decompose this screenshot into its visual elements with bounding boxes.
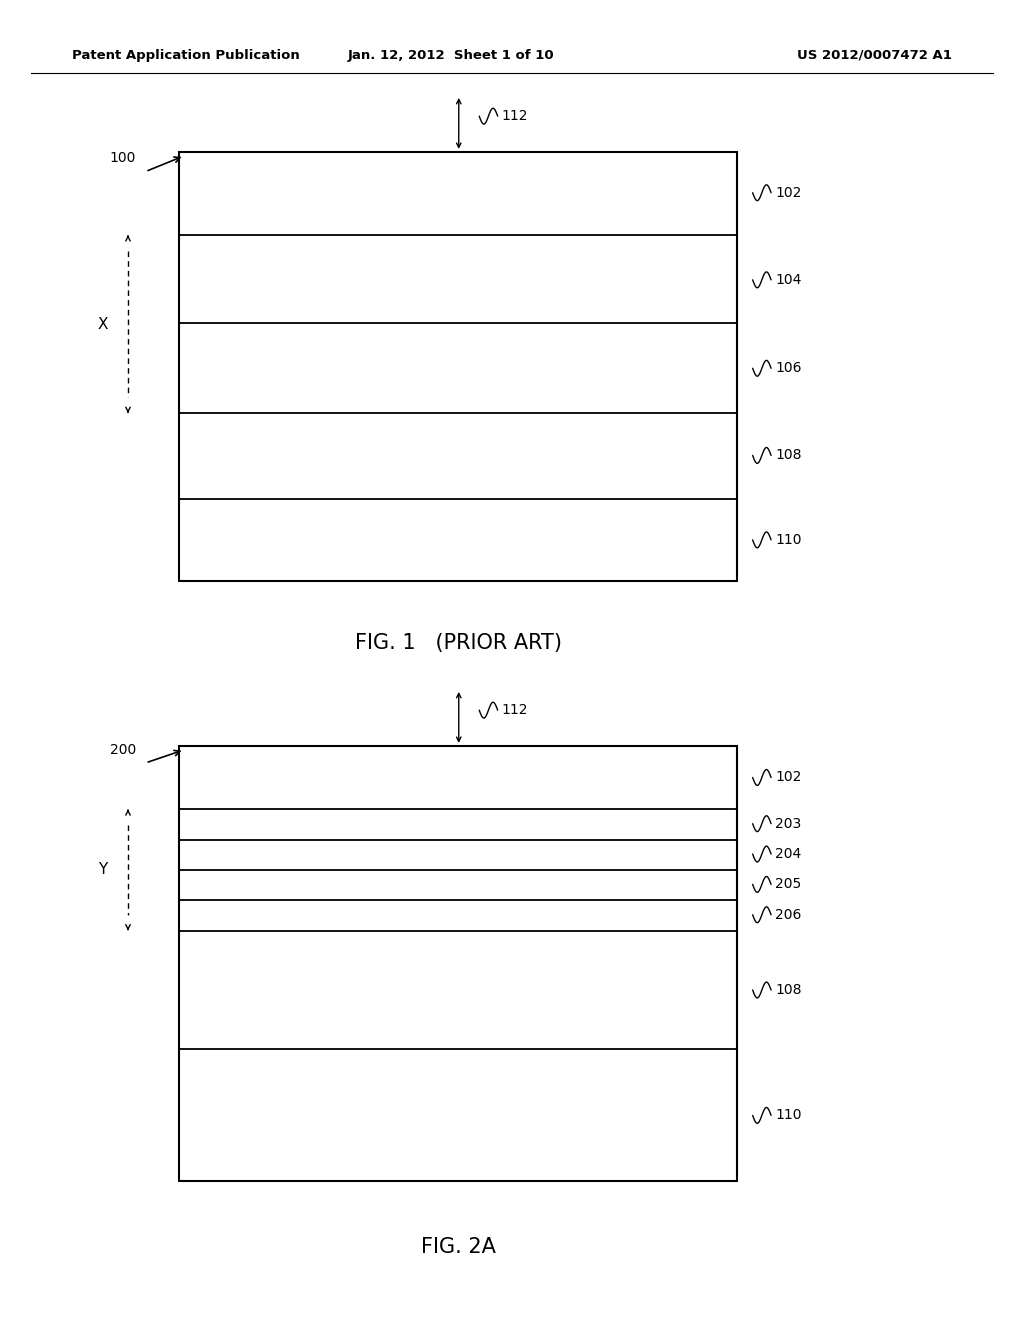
Text: X: X bbox=[97, 317, 108, 333]
Text: 100: 100 bbox=[110, 152, 136, 165]
Text: 102: 102 bbox=[775, 186, 802, 199]
Text: 108: 108 bbox=[775, 983, 802, 997]
Text: FIG. 1   (PRIOR ART): FIG. 1 (PRIOR ART) bbox=[355, 632, 562, 653]
Text: 205: 205 bbox=[775, 878, 802, 891]
Bar bbox=[179, 152, 737, 581]
Text: 110: 110 bbox=[775, 1109, 802, 1122]
Text: US 2012/0007472 A1: US 2012/0007472 A1 bbox=[798, 49, 952, 62]
Text: Jan. 12, 2012  Sheet 1 of 10: Jan. 12, 2012 Sheet 1 of 10 bbox=[347, 49, 554, 62]
Text: Patent Application Publication: Patent Application Publication bbox=[72, 49, 299, 62]
Text: 110: 110 bbox=[775, 533, 802, 546]
Text: FIG. 2A: FIG. 2A bbox=[421, 1237, 497, 1258]
Text: 104: 104 bbox=[775, 273, 802, 286]
Text: 112: 112 bbox=[502, 110, 528, 123]
Text: 206: 206 bbox=[775, 908, 802, 921]
Text: 112: 112 bbox=[502, 704, 528, 717]
Text: 102: 102 bbox=[775, 771, 802, 784]
Text: 200: 200 bbox=[110, 743, 136, 756]
Text: 204: 204 bbox=[775, 847, 802, 861]
Bar bbox=[179, 746, 737, 1181]
Text: 106: 106 bbox=[775, 362, 802, 375]
Text: Y: Y bbox=[97, 862, 108, 878]
Text: 203: 203 bbox=[775, 817, 802, 830]
Text: 108: 108 bbox=[775, 449, 802, 462]
